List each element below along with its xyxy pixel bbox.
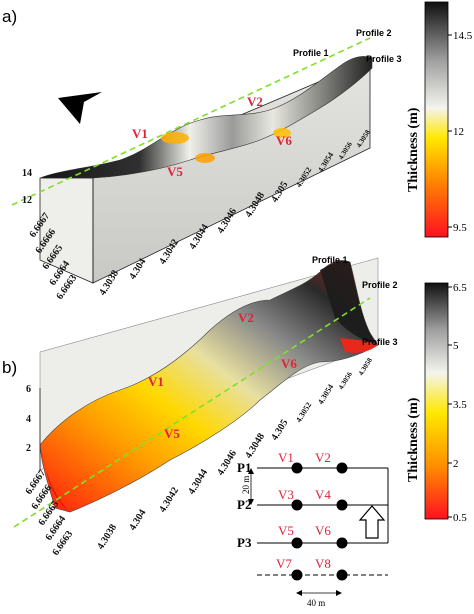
panel-b-well-v1: V1 <box>148 374 164 389</box>
well-layout-schematic: P1 P2 P3 V1 V2 V3 V4 V5 V6 V7 V8 20 m 40… <box>237 450 389 608</box>
panel-a-profile-3: Profile 3 <box>366 54 402 64</box>
schematic-well-v2: V2 <box>315 450 331 465</box>
panel-b-colorbar-title: Thickness (m) <box>406 397 421 482</box>
panel-a-well-v6: V6 <box>276 133 292 148</box>
schematic-well-dot <box>336 499 348 511</box>
panel-b-profile-2: Profile 2 <box>362 280 398 290</box>
schematic-well-dot <box>291 499 303 511</box>
panel-a-profile-2: Profile 2 <box>356 28 392 38</box>
schematic-well-dot <box>336 537 348 549</box>
panel-b-colorbar-tick: 2 <box>453 458 459 470</box>
panel-b-x-tick: 4.3056 <box>337 370 354 391</box>
panel-b-x-tick: 4.3052 <box>294 401 313 424</box>
schematic-well-v6: V6 <box>315 523 331 538</box>
schematic-well-v8: V8 <box>315 556 331 571</box>
panel-b-well-v6: V6 <box>281 356 297 371</box>
panel-b-colorbar-tick: 3.5 <box>453 399 467 411</box>
panel-a-z-tick-14: 14 <box>22 168 32 179</box>
schematic-well-dot <box>291 569 303 581</box>
schematic-well-dot <box>291 537 303 549</box>
panel-b-surface <box>39 260 379 513</box>
schematic-well-v4: V4 <box>315 487 331 502</box>
panel-a-profile-1: Profile 1 <box>293 48 329 58</box>
flow-direction-arrow-icon <box>358 505 386 539</box>
panel-b-z-tick-2: 2 <box>26 443 31 454</box>
panel-b-well-v2: V2 <box>238 310 254 325</box>
schematic-well-v5: V5 <box>278 523 294 538</box>
panel-b-x-tick: 4.3058 <box>357 356 374 377</box>
panel-b-x-tick: 4.3046 <box>215 448 239 477</box>
panel-b-x-tick: 4.3042 <box>157 485 181 514</box>
panel-b-colorbar-tick: 6.5 <box>453 282 467 294</box>
panel-a-well-v2: V2 <box>247 94 263 109</box>
panel-b-x-tick: 4.3038 <box>95 522 119 551</box>
panel-a-surface <box>39 56 373 179</box>
schematic-row-p2: P2 <box>237 497 251 512</box>
panel-b-profile-1: Profile 1 <box>312 255 348 265</box>
schematic-well-v7: V7 <box>276 556 292 571</box>
panel-a-colorbar-tick: 12 <box>453 126 464 138</box>
panel-b-z-tick-6: 6 <box>26 384 31 395</box>
schematic-well-dot <box>291 462 303 474</box>
panel-b-well-v5: V5 <box>164 426 180 441</box>
schematic-well-v3: V3 <box>278 487 294 502</box>
panel-b-x-tick: 4.3054 <box>316 383 335 406</box>
panel-a-label: a) <box>2 7 17 26</box>
panel-b-x-tick: 4.305 <box>269 418 290 443</box>
schematic-row-p1: P1 <box>237 460 251 475</box>
panel-b-colorbar: 6.5 5 3.5 2 0.5 Thickness (m) <box>406 282 467 524</box>
schematic-well-dot <box>336 569 348 581</box>
schematic-well-v1: V1 <box>278 450 294 465</box>
panel-a-colorbar-tick: 14.5 <box>453 30 473 42</box>
panel-a-colorbar-title: Thickness (m) <box>406 107 421 192</box>
panel-a-well-v1: V1 <box>132 126 148 141</box>
panel-b-x-tick: 4.304 <box>127 508 148 533</box>
schematic-row-p3: P3 <box>237 535 252 550</box>
panel-b-profile-line <box>13 297 371 528</box>
panel-a-colorbar-tick: 9.5 <box>453 222 467 234</box>
panel-a-well-v5: V5 <box>167 164 183 179</box>
panel-b-colorbar-tick: 5 <box>453 340 459 352</box>
panel-b-profile-3: Profile 3 <box>362 337 398 347</box>
north-arrow-icon <box>58 92 102 124</box>
panel-b-z-tick-4: 4 <box>26 414 31 425</box>
schematic-well-dot <box>336 462 348 474</box>
panel-a-profile-line <box>11 37 371 206</box>
panel-a-colorbar: 14.5 12 9.5 Thickness (m) <box>406 1 473 238</box>
panel-b-label: b) <box>2 358 17 377</box>
panel-a-z-tick-12: 12 <box>22 195 32 206</box>
panel-b-x-tick: 4.3044 <box>186 467 210 496</box>
spacing-label-horizontal: 40 m <box>307 598 325 608</box>
panel-b-colorbar-tick: 0.5 <box>453 512 467 524</box>
spacing-label-vertical: 20 m <box>241 476 251 494</box>
